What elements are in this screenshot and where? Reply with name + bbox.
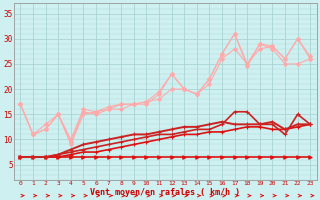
X-axis label: Vent moyen/en rafales ( km/h ): Vent moyen/en rafales ( km/h ) [90, 188, 240, 197]
